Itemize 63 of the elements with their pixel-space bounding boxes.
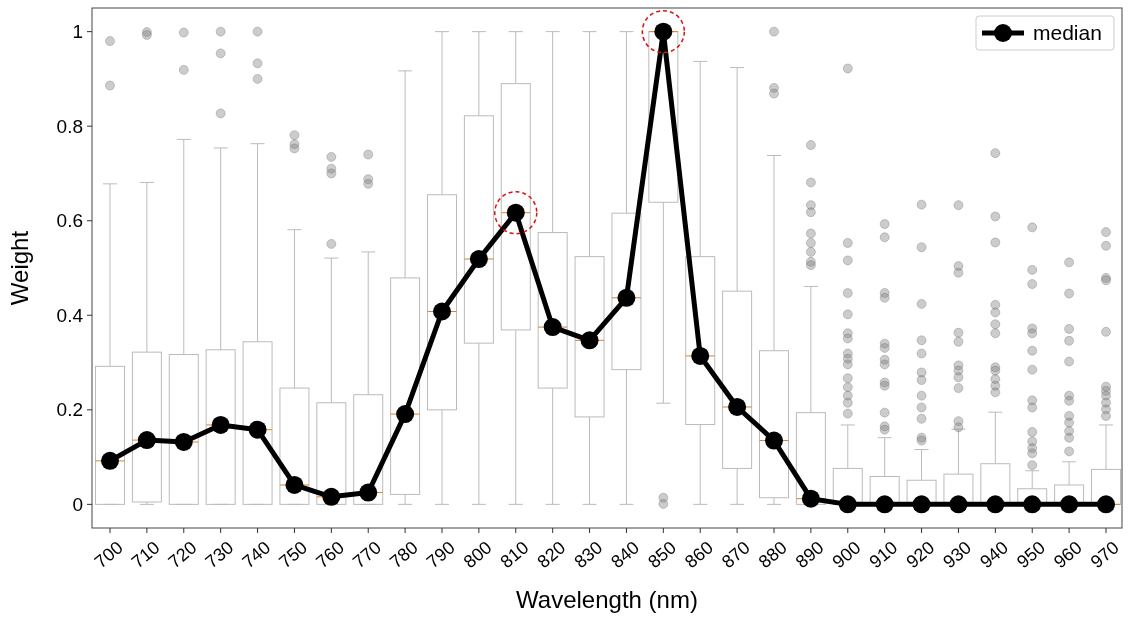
x-tick-label: 820 xyxy=(533,537,570,573)
point xyxy=(949,495,968,514)
point xyxy=(101,451,119,470)
point xyxy=(801,489,820,508)
x-tick-label: 720 xyxy=(164,537,201,573)
x-tick-label: 840 xyxy=(607,537,644,573)
x-tick-label: 830 xyxy=(570,537,607,573)
x-tick-label: 710 xyxy=(127,537,164,573)
point xyxy=(396,405,415,424)
x-tick-label: 950 xyxy=(1013,537,1049,573)
point xyxy=(359,483,378,502)
y-tick-label: 0 xyxy=(72,494,83,516)
x-tick-label: 800 xyxy=(459,537,496,573)
point xyxy=(285,475,304,494)
point xyxy=(174,432,193,451)
x-tick-label: 700 xyxy=(90,537,127,573)
x-tick-label: 970 xyxy=(1086,537,1123,573)
x-tick-label: 860 xyxy=(681,537,717,573)
y-tick-label: 0.6 xyxy=(56,210,83,232)
x-tick-label: 940 xyxy=(976,537,1012,573)
x-tick-label: 810 xyxy=(496,537,533,573)
point xyxy=(580,331,599,350)
x-tick-label: 920 xyxy=(902,537,939,573)
y-tick-label: 0.2 xyxy=(56,399,83,421)
x-tick-label: 730 xyxy=(201,537,238,573)
point xyxy=(1097,495,1115,514)
y-tick-label: 1 xyxy=(72,21,83,43)
point xyxy=(912,495,931,514)
x-tick-label: 770 xyxy=(349,537,385,573)
point xyxy=(1023,495,1042,514)
point xyxy=(691,346,710,365)
x-tick-label: 780 xyxy=(385,537,422,573)
point xyxy=(1060,495,1079,514)
point xyxy=(875,495,894,514)
y-tick-label: 0.4 xyxy=(56,304,84,326)
x-tick-label: 750 xyxy=(275,537,312,573)
point xyxy=(728,397,747,416)
x-tick-label: 870 xyxy=(717,537,754,573)
x-tick-label: 760 xyxy=(312,537,348,573)
point xyxy=(617,288,636,307)
point xyxy=(322,487,341,506)
y-tick-label: 0.8 xyxy=(56,115,83,137)
x-tick-label: 740 xyxy=(238,537,275,573)
x-tick-label: 850 xyxy=(644,537,680,573)
x-tick-label: 910 xyxy=(865,537,902,573)
x-axis-title: Wavelength (nm) xyxy=(516,586,698,613)
point xyxy=(765,431,783,450)
x-tick-label: 880 xyxy=(754,537,791,573)
x-tick-label: 790 xyxy=(422,537,459,573)
x-tick-label: 930 xyxy=(939,537,976,573)
point xyxy=(248,420,267,439)
x-tick-label: 890 xyxy=(791,537,828,573)
point xyxy=(469,250,488,269)
y-axis-title: Weight xyxy=(6,230,33,306)
point xyxy=(543,318,562,337)
point xyxy=(211,415,230,434)
point xyxy=(986,495,1005,514)
legend-label: median xyxy=(1033,21,1102,45)
point xyxy=(137,431,156,450)
x-tick-label: 900 xyxy=(828,537,865,573)
point xyxy=(838,495,857,514)
x-tick-label: 960 xyxy=(1049,537,1086,573)
point xyxy=(433,302,451,321)
